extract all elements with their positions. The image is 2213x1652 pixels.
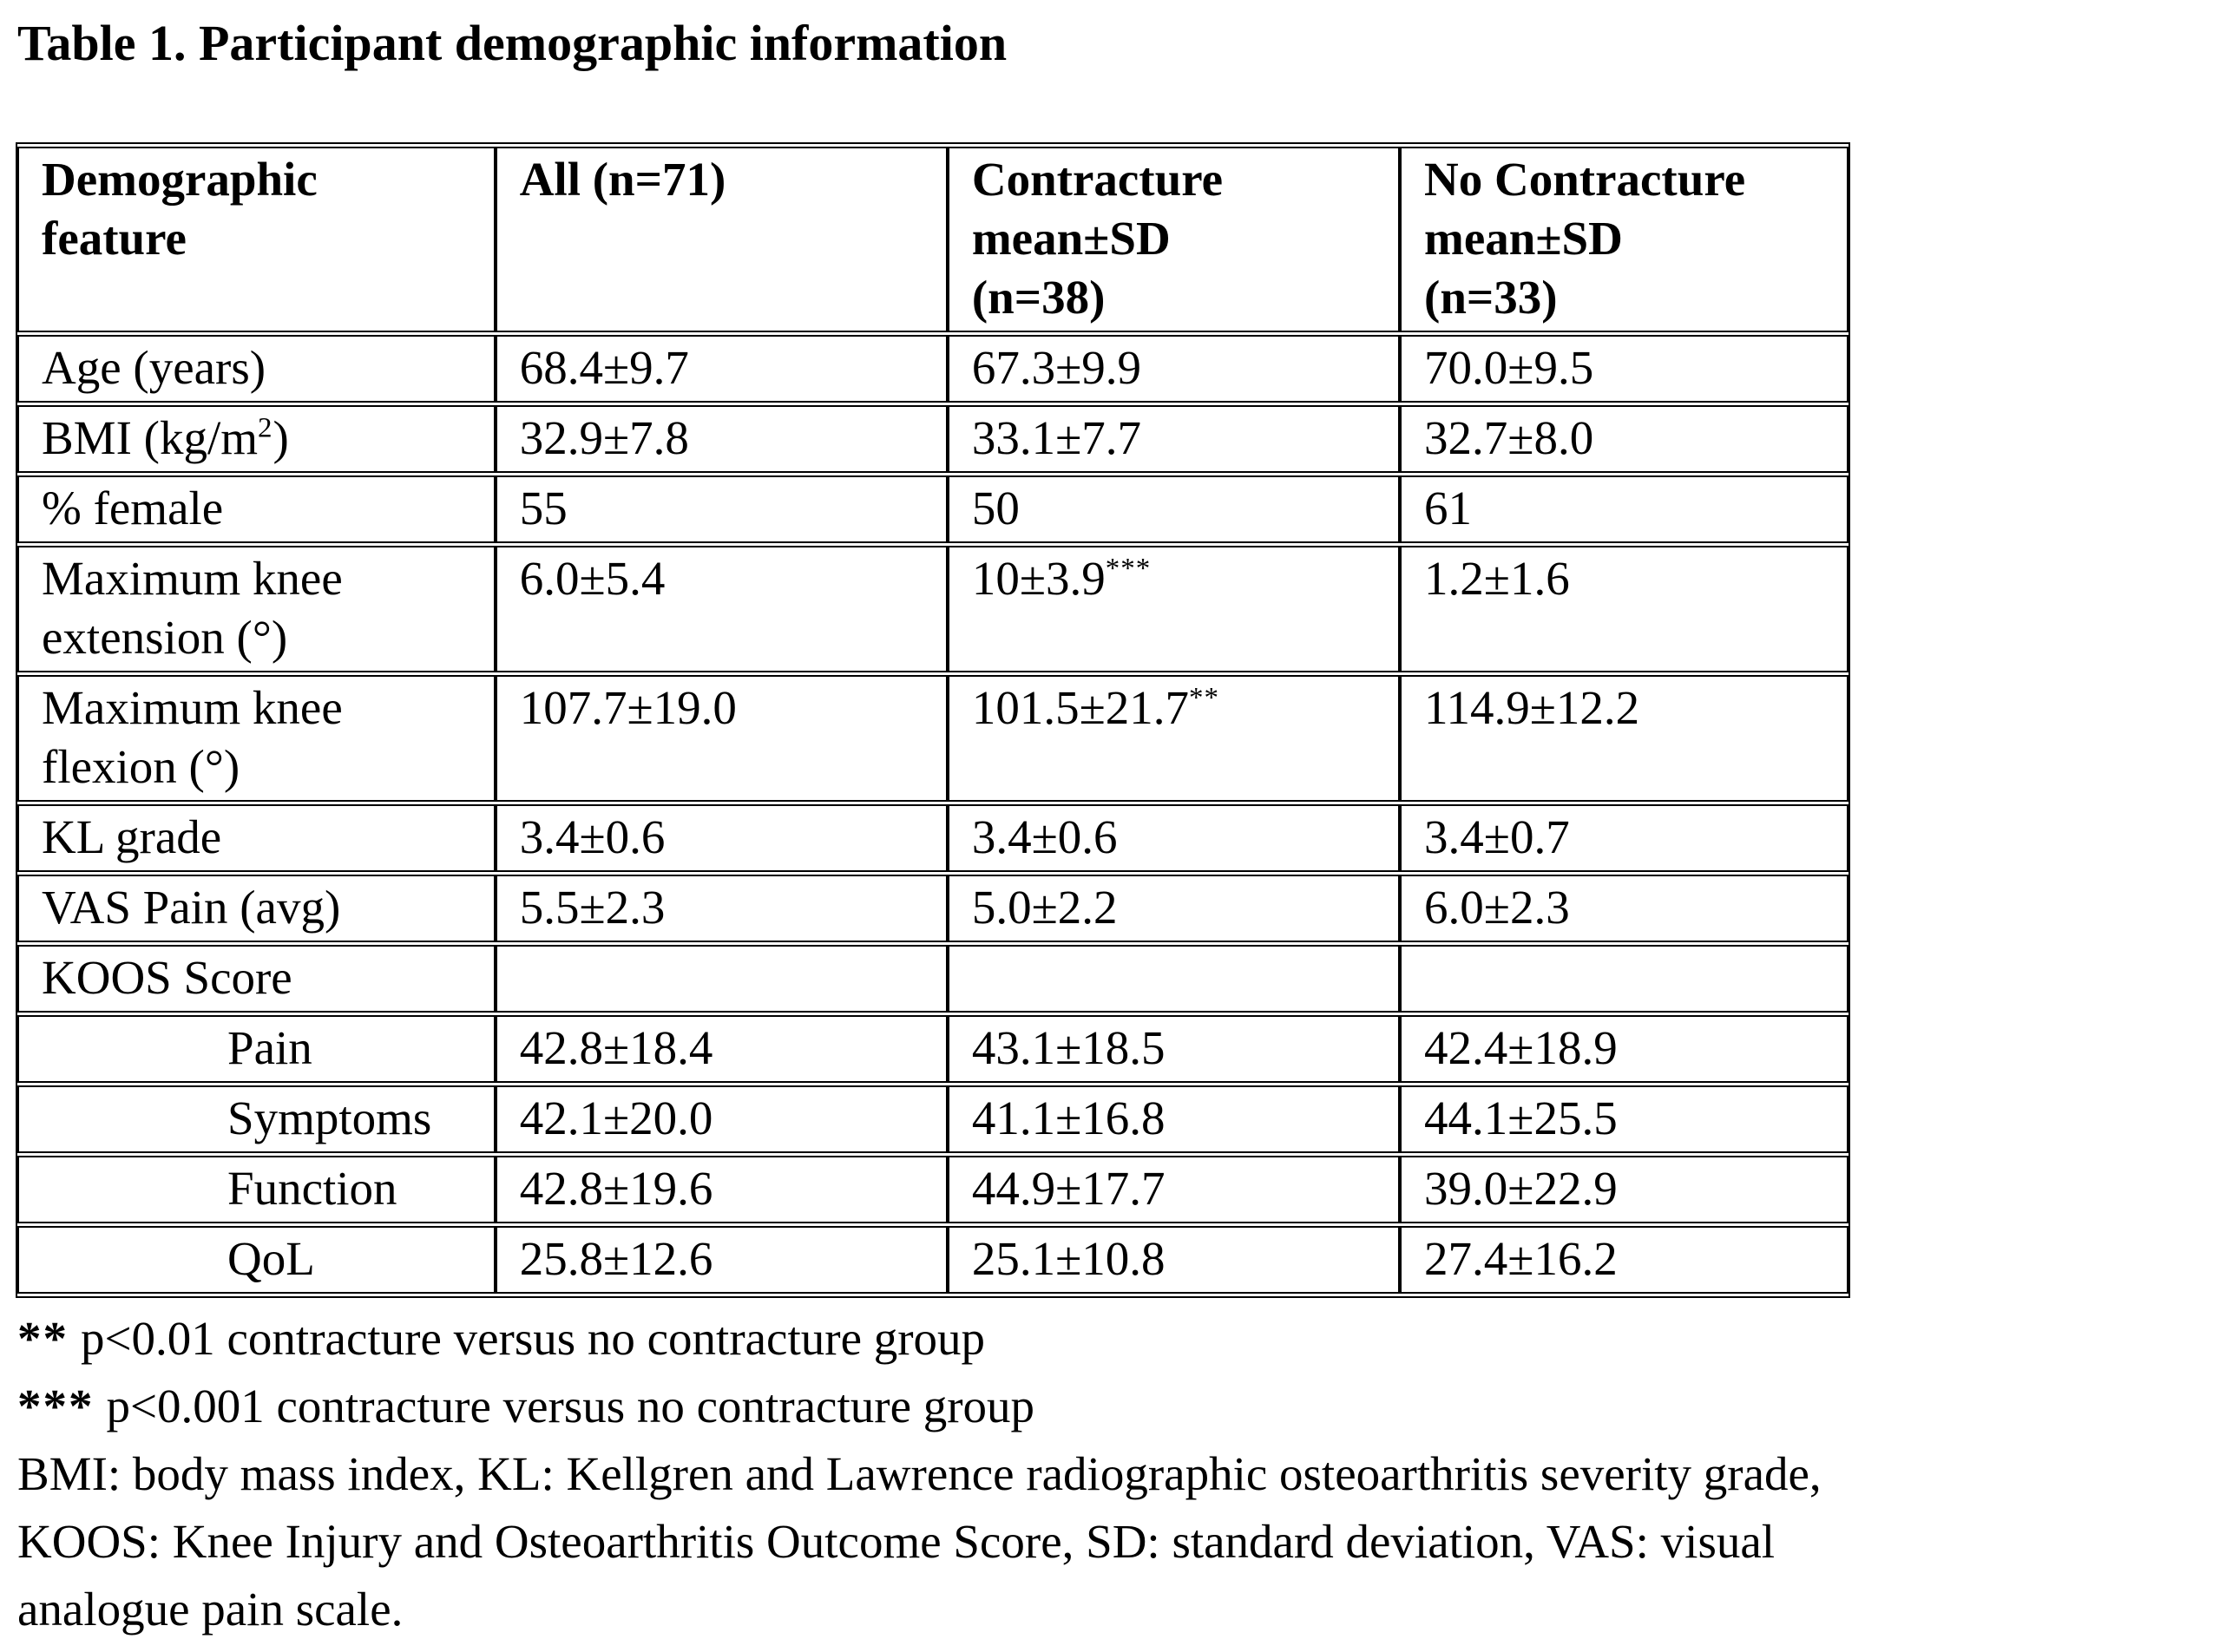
cell-contracture — [947, 945, 1401, 1013]
cell-contracture: 43.1±18.5 — [947, 1015, 1401, 1083]
row-label: QoL — [17, 1226, 496, 1294]
row-label: KOOS Score — [17, 945, 496, 1013]
row-label: Function — [17, 1156, 496, 1223]
cell-contracture: 5.0±2.2 — [947, 875, 1401, 942]
cell-all: 42.8±19.6 — [495, 1156, 948, 1223]
cell-all: 55 — [495, 475, 948, 543]
cell-no-contracture: 70.0±9.5 — [1400, 335, 1849, 403]
cell-value: 101.5±21.7 — [971, 681, 1190, 734]
header-line: mean±SD — [971, 212, 1171, 265]
header-line: (n=33) — [1424, 271, 1558, 324]
cell-all: 5.5±2.3 — [495, 875, 948, 942]
header-demographic-feature: Demographic feature — [17, 147, 496, 332]
cell-contracture: 25.1±10.8 — [947, 1226, 1401, 1294]
cell-no-contracture: 42.4±18.9 — [1400, 1015, 1849, 1083]
header-line: (n=38) — [971, 271, 1106, 324]
table-row-koos-symptoms: Symptoms 42.1±20.0 41.1±16.8 44.1±25.5 — [17, 1085, 1849, 1153]
footnote-abbreviations-line: BMI: body mass index, KL: Kellgren and L… — [17, 1447, 1822, 1500]
table-row-koos-qol: QoL 25.8±12.6 25.1±10.8 27.4±16.2 — [17, 1226, 1849, 1294]
row-label: Age (years) — [17, 335, 496, 403]
cell-contracture: 101.5±21.7** — [947, 675, 1401, 802]
cell-all: 25.8±12.6 — [495, 1226, 948, 1294]
header-line: mean±SD — [1424, 212, 1623, 265]
table-row-female: % female 55 50 61 — [17, 475, 1849, 543]
cell-contracture: 44.9±17.7 — [947, 1156, 1401, 1223]
significance-superscript: *** — [1105, 553, 1152, 585]
row-label: Maximum knee flexion (°) — [17, 675, 496, 802]
label-text: BMI (kg/m — [42, 411, 259, 464]
cell-contracture: 3.4±0.6 — [947, 804, 1401, 872]
table-row-koos-pain: Pain 42.8±18.4 43.1±18.5 42.4±18.9 — [17, 1015, 1849, 1083]
cell-no-contracture: 1.2±1.6 — [1400, 546, 1849, 672]
header-contracture: Contracture mean±SD (n=38) — [947, 147, 1401, 332]
cell-all: 107.7±19.0 — [495, 675, 948, 802]
cell-all: 68.4±9.7 — [495, 335, 948, 403]
table-row-koos-function: Function 42.8±19.6 44.9±17.7 39.0±22.9 — [17, 1156, 1849, 1223]
cell-value: 10±3.9 — [971, 552, 1106, 605]
footnote-significance-1: ** p<0.01 contracture versus no contractu… — [17, 1305, 2197, 1373]
cell-all: 6.0±5.4 — [495, 546, 948, 672]
cell-all: 42.1±20.0 — [495, 1085, 948, 1153]
cell-no-contracture: 6.0±2.3 — [1400, 875, 1849, 942]
header-no-contracture: No Contracture mean±SD (n=33) — [1400, 147, 1849, 332]
header-line: Demographic — [42, 153, 318, 206]
header-line: No Contracture — [1424, 153, 1746, 206]
cell-no-contracture: 61 — [1400, 475, 1849, 543]
label-text: ) — [273, 411, 289, 464]
table-row-bmi: BMI (kg/m2) 32.9±7.8 33.1±7.7 32.7±8.0 — [17, 405, 1849, 473]
footnote-abbreviations-line: KOOS: Knee Injury and Osteoarthritis Out… — [17, 1515, 1776, 1568]
table-row-vas-pain: VAS Pain (avg) 5.5±2.3 5.0±2.2 6.0±2.3 — [17, 875, 1849, 942]
cell-contracture: 10±3.9*** — [947, 546, 1401, 672]
cell-no-contracture — [1400, 945, 1849, 1013]
header-line: All (n=71) — [519, 153, 726, 206]
footnote-significance-2: *** p<0.001 contracture versus no contrac… — [17, 1373, 2197, 1440]
footnote-text: p<0.01 contracture versus no contracture… — [81, 1312, 986, 1365]
cell-all — [495, 945, 948, 1013]
demographics-table: Demographic feature All (n=71) Contractu… — [16, 142, 1850, 1298]
row-label: Symptoms — [17, 1085, 496, 1153]
cell-contracture: 67.3±9.9 — [947, 335, 1401, 403]
significance-marker: *** — [17, 1380, 95, 1432]
table-row-knee-extension: Maximum knee extension (°) 6.0±5.4 10±3.… — [17, 546, 1849, 672]
cell-contracture: 41.1±16.8 — [947, 1085, 1401, 1153]
label-superscript: 2 — [258, 412, 273, 444]
row-label: Pain — [17, 1015, 496, 1083]
row-label: Maximum knee extension (°) — [17, 546, 496, 672]
cell-all: 42.8±18.4 — [495, 1015, 948, 1083]
significance-superscript: ** — [1189, 682, 1220, 714]
header-line: feature — [42, 212, 187, 265]
cell-all: 32.9±7.8 — [495, 405, 948, 473]
cell-no-contracture: 3.4±0.7 — [1400, 804, 1849, 872]
row-label: % female — [17, 475, 496, 543]
cell-contracture: 50 — [947, 475, 1401, 543]
table-title: Table 1. Participant demographic informa… — [17, 15, 1008, 71]
footnote-abbreviations-line: analogue pain scale. — [17, 1583, 404, 1636]
header-all: All (n=71) — [495, 147, 948, 332]
cell-all: 3.4±0.6 — [495, 804, 948, 872]
table-row-kl-grade: KL grade 3.4±0.6 3.4±0.6 3.4±0.7 — [17, 804, 1849, 872]
header-row: Demographic feature All (n=71) Contractu… — [17, 147, 1849, 332]
cell-no-contracture: 27.4±16.2 — [1400, 1226, 1849, 1294]
footnotes: ** p<0.01 contracture versus no contractu… — [17, 1305, 2197, 1643]
table-row-age: Age (years) 68.4±9.7 67.3±9.9 70.0±9.5 — [17, 335, 1849, 403]
cell-contracture: 33.1±7.7 — [947, 405, 1401, 473]
row-label: VAS Pain (avg) — [17, 875, 496, 942]
header-line: Contracture — [971, 153, 1224, 206]
cell-no-contracture: 32.7±8.0 — [1400, 405, 1849, 473]
significance-marker: ** — [17, 1312, 69, 1365]
footnote-text: p<0.001 contracture versus no contractur… — [106, 1380, 1035, 1432]
table-row-koos-score: KOOS Score — [17, 945, 1849, 1013]
cell-no-contracture: 114.9±12.2 — [1400, 675, 1849, 802]
table-row-knee-flexion: Maximum knee flexion (°) 107.7±19.0 101.… — [17, 675, 1849, 802]
cell-no-contracture: 39.0±22.9 — [1400, 1156, 1849, 1223]
row-label: BMI (kg/m2) — [17, 405, 496, 473]
row-label: KL grade — [17, 804, 496, 872]
cell-no-contracture: 44.1±25.5 — [1400, 1085, 1849, 1153]
